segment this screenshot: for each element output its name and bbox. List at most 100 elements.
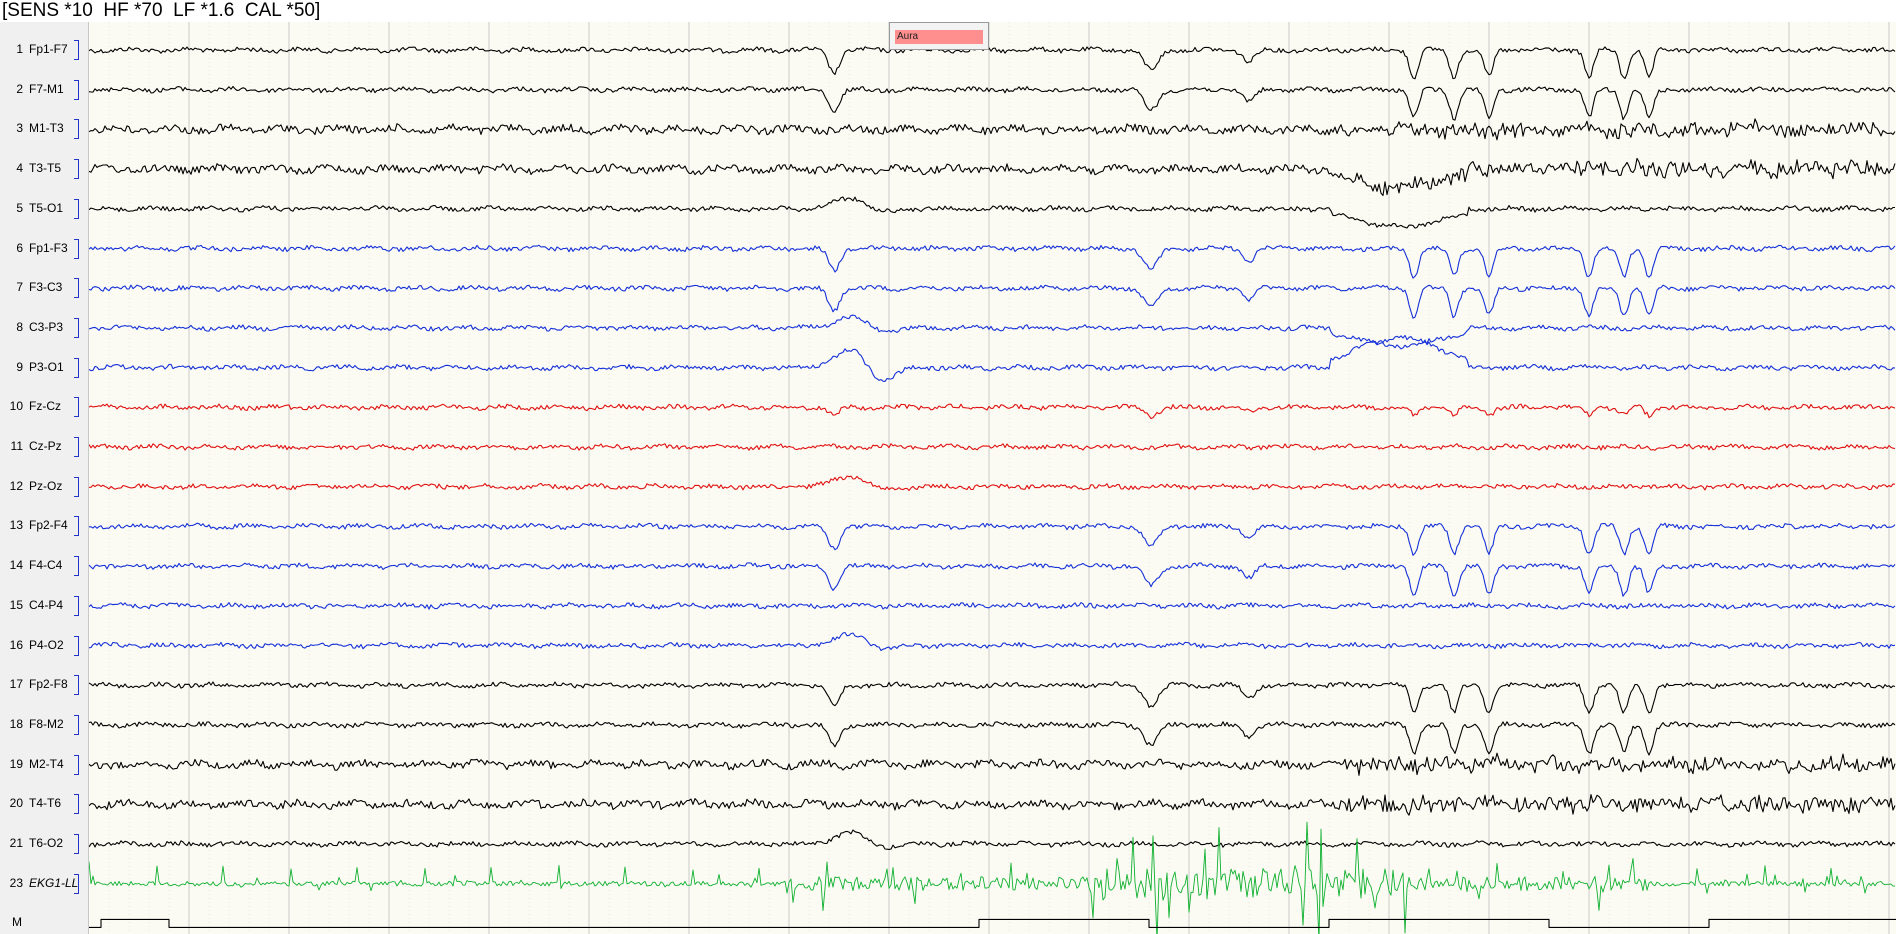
annotation-marker[interactable]: Aura xyxy=(889,22,989,50)
eeg-trace-13 xyxy=(89,522,1896,556)
channel-name: F4-C4 xyxy=(29,558,63,573)
aura-annotation-label[interactable]: Aura xyxy=(895,30,983,44)
eeg-waveform-chart xyxy=(89,22,1896,934)
channel-label-2[interactable]: 2 F7-M1 xyxy=(0,79,88,100)
calibration-scale-mark xyxy=(74,357,79,378)
channel-label-16[interactable]: 16 P4-O2 xyxy=(0,635,88,656)
calibration-scale-mark xyxy=(74,397,79,418)
channel-label-1[interactable]: 1 Fp1-F7 xyxy=(0,40,88,60)
eeg-trace-11 xyxy=(89,443,1896,451)
eeg-trace-1 xyxy=(89,46,1896,80)
calibration-scale-mark xyxy=(74,834,79,854)
channel-name: C3-P3 xyxy=(29,319,64,334)
channel-label-8[interactable]: 8 C3-P3 xyxy=(0,317,88,338)
channel-number: 12 xyxy=(9,478,23,493)
channel-number: 14 xyxy=(9,558,23,573)
channel-label-3[interactable]: 3 M1-T3 xyxy=(0,119,88,140)
calibration-scale-mark xyxy=(74,556,79,577)
channel-label-6[interactable]: 6 Fp1-F3 xyxy=(0,238,88,259)
channel-number: 6 xyxy=(16,240,23,255)
channel-label-19[interactable]: 19 M2-T4 xyxy=(0,754,88,775)
channel-label-13[interactable]: 13 Fp2-F4 xyxy=(0,516,88,537)
channel-number: 10 xyxy=(9,399,23,414)
channel-name: T4-T6 xyxy=(29,796,62,811)
channel-label-21[interactable]: 21 T6-O2 xyxy=(0,834,88,854)
channel-name: F8-M2 xyxy=(29,716,64,731)
calibration-scale-mark xyxy=(74,476,79,497)
channel-number: 9 xyxy=(16,359,23,374)
channel-label-15[interactable]: 15 C4-P4 xyxy=(0,595,88,616)
calibration-scale-mark xyxy=(74,119,79,140)
channel-number: 17 xyxy=(9,677,23,692)
channel-number: 18 xyxy=(9,716,23,731)
channel-number: 21 xyxy=(9,836,23,850)
eeg-trace-21 xyxy=(89,829,1896,850)
channel-number: 23 xyxy=(9,875,23,890)
calibration-scale-mark xyxy=(74,873,79,894)
eeg-trace-4 xyxy=(89,157,1896,197)
channel-name: M xyxy=(12,915,22,930)
channel-label-17[interactable]: 17 Fp2-F8 xyxy=(0,675,88,696)
calibration-scale-mark xyxy=(74,516,79,537)
channel-label-18[interactable]: 18 F8-M2 xyxy=(0,714,88,735)
eeg-trace-7 xyxy=(89,284,1896,319)
calibration-scale-mark xyxy=(74,278,79,299)
channel-number: 15 xyxy=(9,597,23,612)
channel-label-14[interactable]: 14 F4-C4 xyxy=(0,556,88,577)
plot-background xyxy=(89,22,1896,934)
eeg-trace-12 xyxy=(89,475,1896,492)
channel-label-7[interactable]: 7 F3-C3 xyxy=(0,278,88,299)
channel-number: 2 xyxy=(16,81,23,96)
eeg-trace-17 xyxy=(89,681,1896,714)
channel-label-m[interactable]: M xyxy=(0,913,88,933)
channel-label-23[interactable]: 23 EKG1-LL xyxy=(0,873,88,894)
channel-name: Fz-Cz xyxy=(29,399,61,414)
channel-name: M2-T4 xyxy=(29,756,64,771)
eeg-trace-14 xyxy=(89,562,1896,597)
channel-name: T6-O2 xyxy=(29,836,64,850)
channel-label-12[interactable]: 12 Pz-Oz xyxy=(0,476,88,497)
eeg-trace-18 xyxy=(89,721,1896,756)
channel-number: 11 xyxy=(10,439,23,453)
channel-name: Fp1-F3 xyxy=(29,240,68,255)
channel-name: P4-O2 xyxy=(29,637,64,652)
eeg-trace-9 xyxy=(89,334,1896,382)
channel-label-5[interactable]: 5 T5-O1 xyxy=(0,198,88,219)
channel-label-20[interactable]: 20 T4-T6 xyxy=(0,794,88,815)
channel-name: F7-M1 xyxy=(29,81,64,96)
channel-label-10[interactable]: 10 Fz-Cz xyxy=(0,397,88,418)
channel-name: Pz-Oz xyxy=(29,478,63,493)
eeg-trace-8 xyxy=(89,314,1896,350)
channel-name: T3-T5 xyxy=(29,161,62,176)
calibration-scale-mark xyxy=(74,40,79,60)
channel-number: 3 xyxy=(16,121,23,136)
channel-number: 19 xyxy=(9,756,23,771)
eeg-trace-3 xyxy=(89,118,1896,141)
eeg-trace-16 xyxy=(89,631,1896,652)
channel-label-9[interactable]: 9 P3-O1 xyxy=(0,357,88,378)
channel-label-11[interactable]: 11 Cz-Pz xyxy=(0,437,88,457)
eeg-trace-20 xyxy=(89,794,1896,816)
channel-name: M1-T3 xyxy=(29,121,64,136)
channel-number: 16 xyxy=(9,637,23,652)
calibration-scale-mark xyxy=(74,675,79,696)
eeg-trace-19 xyxy=(89,752,1896,776)
channel-number: 20 xyxy=(9,796,23,811)
eeg-trace-6 xyxy=(89,244,1896,279)
calibration-scale-mark xyxy=(74,317,79,338)
eeg-trace-area[interactable] xyxy=(89,22,1896,934)
channel-name: C4-P4 xyxy=(29,597,64,612)
channel-number: 5 xyxy=(16,200,23,215)
eeg-trace-5 xyxy=(89,196,1895,229)
channel-name: Fp2-F4 xyxy=(29,518,68,533)
channel-label-4[interactable]: 4 T3-T5 xyxy=(0,159,88,180)
calibration-scale-mark xyxy=(74,437,79,457)
channel-name: P3-O1 xyxy=(29,359,64,374)
channel-number: 7 xyxy=(16,280,23,295)
calibration-scale-mark xyxy=(74,79,79,100)
eeg-trace-10 xyxy=(89,403,1896,420)
calibration-scale-mark xyxy=(74,238,79,259)
channel-label-panel: 1 Fp1-F7 2 F7-M1 3 M1-T3 4 T3-T5 5 T5-O1 6 Fp1-F3 7 F… xyxy=(0,22,89,934)
channel-number: 13 xyxy=(9,518,23,533)
channel-number: 8 xyxy=(16,319,23,334)
